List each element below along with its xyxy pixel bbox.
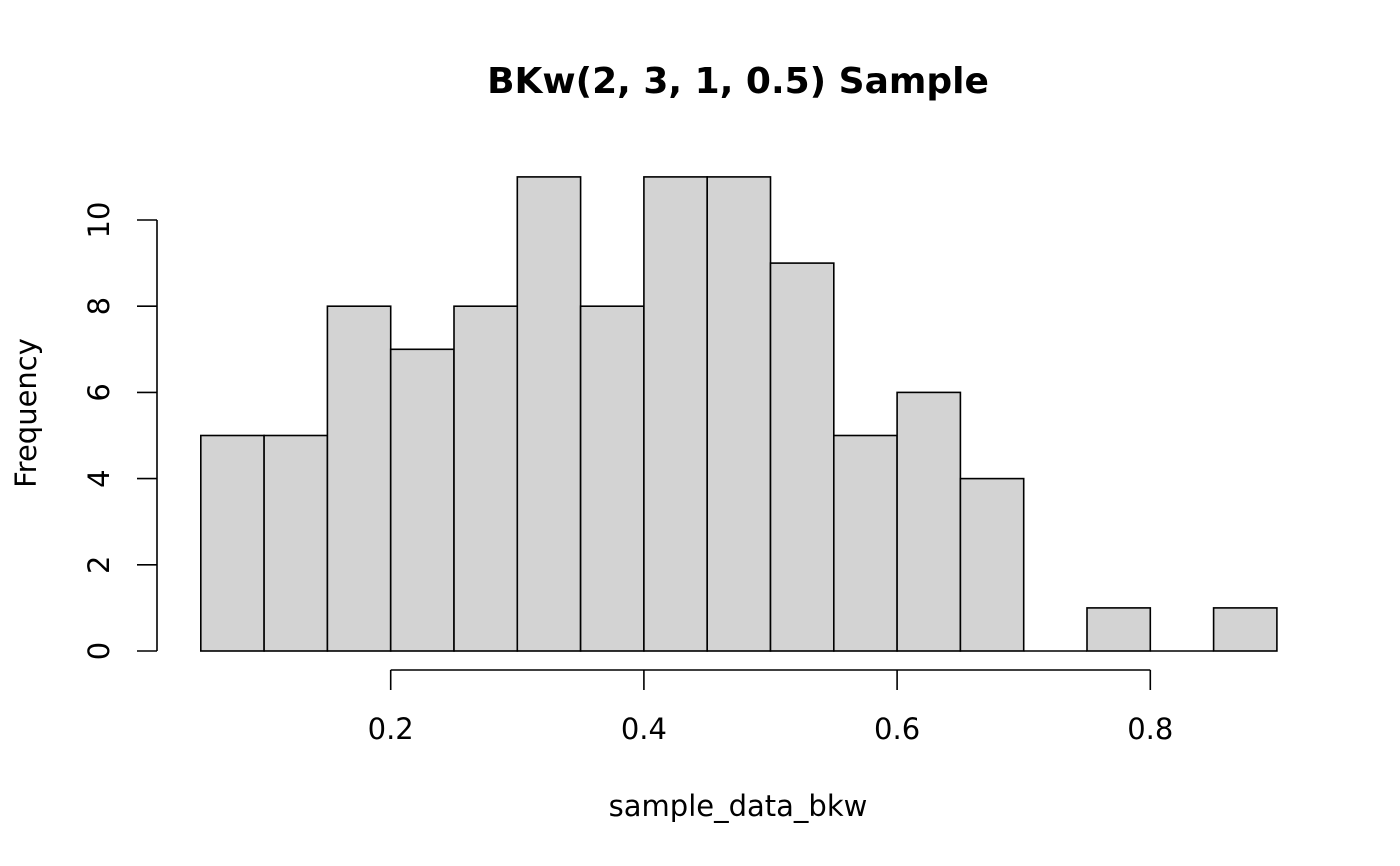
histogram-bar: [959, 477, 1025, 652]
chart-title: BKw(2, 3, 1, 0.5) Sample: [487, 61, 989, 102]
histogram-bar: [769, 262, 835, 652]
histogram-bar: [516, 176, 582, 652]
x-tick-label: 0.4: [621, 712, 667, 746]
x-tick-label: 0.6: [874, 712, 920, 746]
y-axis-label: Frequency: [9, 338, 43, 488]
y-tick-label: 2: [82, 556, 116, 574]
histogram-bar: [1086, 607, 1152, 652]
histogram-bar: [453, 305, 519, 652]
histogram-bar: [643, 176, 709, 652]
histogram-bar: [706, 176, 772, 652]
histogram-bar: [579, 305, 645, 652]
y-tick-label: 0: [82, 642, 116, 660]
y-tick-label: 4: [82, 469, 116, 487]
x-axis: 0.2 0.4 0.6 0.8: [368, 669, 1173, 746]
histogram-bar: [832, 434, 898, 652]
x-axis-label: sample_data_bkw: [609, 789, 868, 823]
histogram-bar: [263, 434, 329, 652]
histogram-bar: [389, 348, 455, 652]
y-tick-label: 10: [82, 202, 116, 239]
histogram-bars: [200, 176, 1278, 652]
x-tick-label: 0.8: [1127, 712, 1173, 746]
histogram-bar: [1212, 607, 1278, 652]
x-tick-label: 0.2: [368, 712, 414, 746]
histogram-bar: [326, 305, 392, 652]
y-tick-label: 8: [82, 297, 116, 315]
histogram-bar: [896, 391, 962, 652]
y-axis: 0 2 4 6 8 10: [82, 202, 158, 660]
y-tick-label: 6: [82, 383, 116, 401]
histogram-bar: [200, 434, 265, 652]
